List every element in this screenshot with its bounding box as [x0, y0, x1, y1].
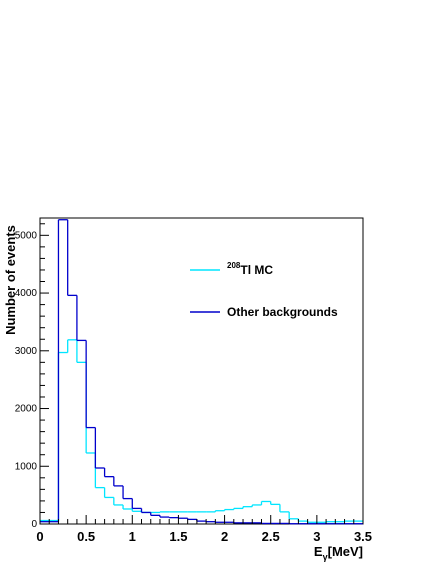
y-tick-label: 4000: [15, 288, 38, 299]
x-tick-label: 0: [36, 529, 43, 544]
x-axis-label-rest: [MeV]: [328, 544, 363, 559]
legend: 208Tl MC Other backgrounds: [190, 261, 338, 319]
series-layer: [40, 219, 363, 525]
x-tick-label: 1: [129, 529, 136, 544]
x-axis-label-sub: γ: [323, 552, 328, 562]
legend-label-tl208-text: Tl MC: [240, 263, 273, 277]
y-tick-label: 2000: [15, 404, 38, 415]
series-0: [40, 339, 363, 523]
x-tick-label: 2.5: [262, 529, 280, 544]
plot-frame: [39, 217, 364, 525]
x-tick-label: 0.5: [77, 529, 95, 544]
legend-label-tl208: 208Tl MC: [227, 261, 273, 277]
x-tick-label: 3: [313, 529, 320, 544]
y-tick-label: 5000: [15, 230, 38, 241]
y-tick-label: 3000: [15, 346, 38, 357]
x-axis-label-main: E: [314, 544, 323, 559]
x-tick-label: 3.5: [354, 529, 372, 544]
x-tick-label: 1.5: [169, 529, 187, 544]
y-axis-label: Number of events: [3, 225, 18, 335]
legend-label-tl208-sup: 208: [227, 261, 241, 270]
y-tick-label: 0: [31, 519, 37, 530]
x-axis-label: Eγ[MeV]: [314, 544, 363, 562]
y-tick-label: 1000: [15, 461, 38, 472]
legend-label-other: Other backgrounds: [227, 305, 338, 319]
series-1: [40, 219, 363, 525]
axis-layer: 0 0.5 1 1.5 2 2.5 3 3.5 0 1000 2000 3000 4000 5000: [15, 223, 372, 544]
x-tick-label: 2: [221, 529, 228, 544]
